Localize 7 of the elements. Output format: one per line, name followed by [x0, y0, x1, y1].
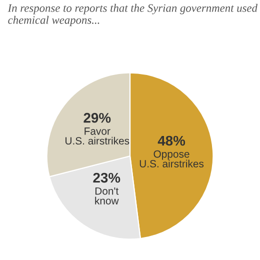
- data-label: 48%: [158, 136, 186, 146]
- chart-title: In response to reports that the Syrian government used chemical weapons...: [8, 4, 258, 26]
- data-label: 23%: [93, 172, 120, 183]
- slice-label: Don't know: [95, 187, 119, 204]
- data-label: 29%: [84, 112, 111, 123]
- slice-label: Favor U.S. airstrikes: [66, 128, 130, 145]
- slice-label: Oppose U.S. airstrikes: [140, 150, 204, 168]
